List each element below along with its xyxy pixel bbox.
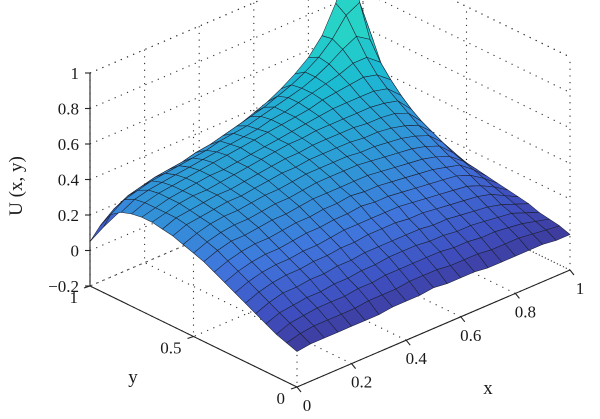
x-tick-label: 0 bbox=[303, 396, 312, 415]
z-tick-label: −0.2 bbox=[48, 277, 79, 296]
y-tick-label: 0.5 bbox=[160, 339, 181, 358]
surface-cell bbox=[286, 333, 311, 352]
x-tick-mark bbox=[405, 339, 411, 346]
z-axis-label: U (x, y) bbox=[6, 156, 27, 216]
y-tick-mark bbox=[187, 335, 194, 340]
z-tick-label: 0 bbox=[71, 242, 80, 261]
grid-line-y bbox=[192, 6, 468, 338]
x-tick-mark bbox=[296, 386, 302, 393]
x-tick-label: 1 bbox=[576, 279, 585, 298]
y-tick-label: 1 bbox=[70, 288, 79, 307]
grid-line-y bbox=[296, 57, 571, 388]
x-axis-label: x bbox=[483, 378, 493, 399]
z-tick-label: 0.4 bbox=[58, 171, 80, 190]
x-axis-line bbox=[296, 269, 571, 388]
z-tick-label: 0.6 bbox=[58, 135, 79, 154]
y-tick-mark bbox=[290, 386, 298, 390]
x-tick-label: 0.6 bbox=[460, 326, 481, 345]
surface-mesh bbox=[89, 0, 571, 352]
x-tick-mark bbox=[351, 363, 357, 369]
z-tick-label: 0.8 bbox=[58, 100, 79, 119]
x-tick-label: 0.2 bbox=[351, 373, 372, 392]
z-tick-label: 1 bbox=[71, 64, 80, 83]
z-tick-label: 0.2 bbox=[58, 206, 79, 225]
y-tick-label: 0 bbox=[277, 389, 286, 408]
x-tick-label: 0.4 bbox=[406, 349, 428, 368]
x-tick-mark bbox=[569, 269, 575, 276]
axes bbox=[83, 72, 575, 393]
x-tick-mark bbox=[514, 293, 520, 299]
x-tick-label: 0.8 bbox=[515, 302, 536, 321]
y-axis-label: y bbox=[128, 367, 138, 388]
x-tick-mark bbox=[460, 316, 466, 323]
